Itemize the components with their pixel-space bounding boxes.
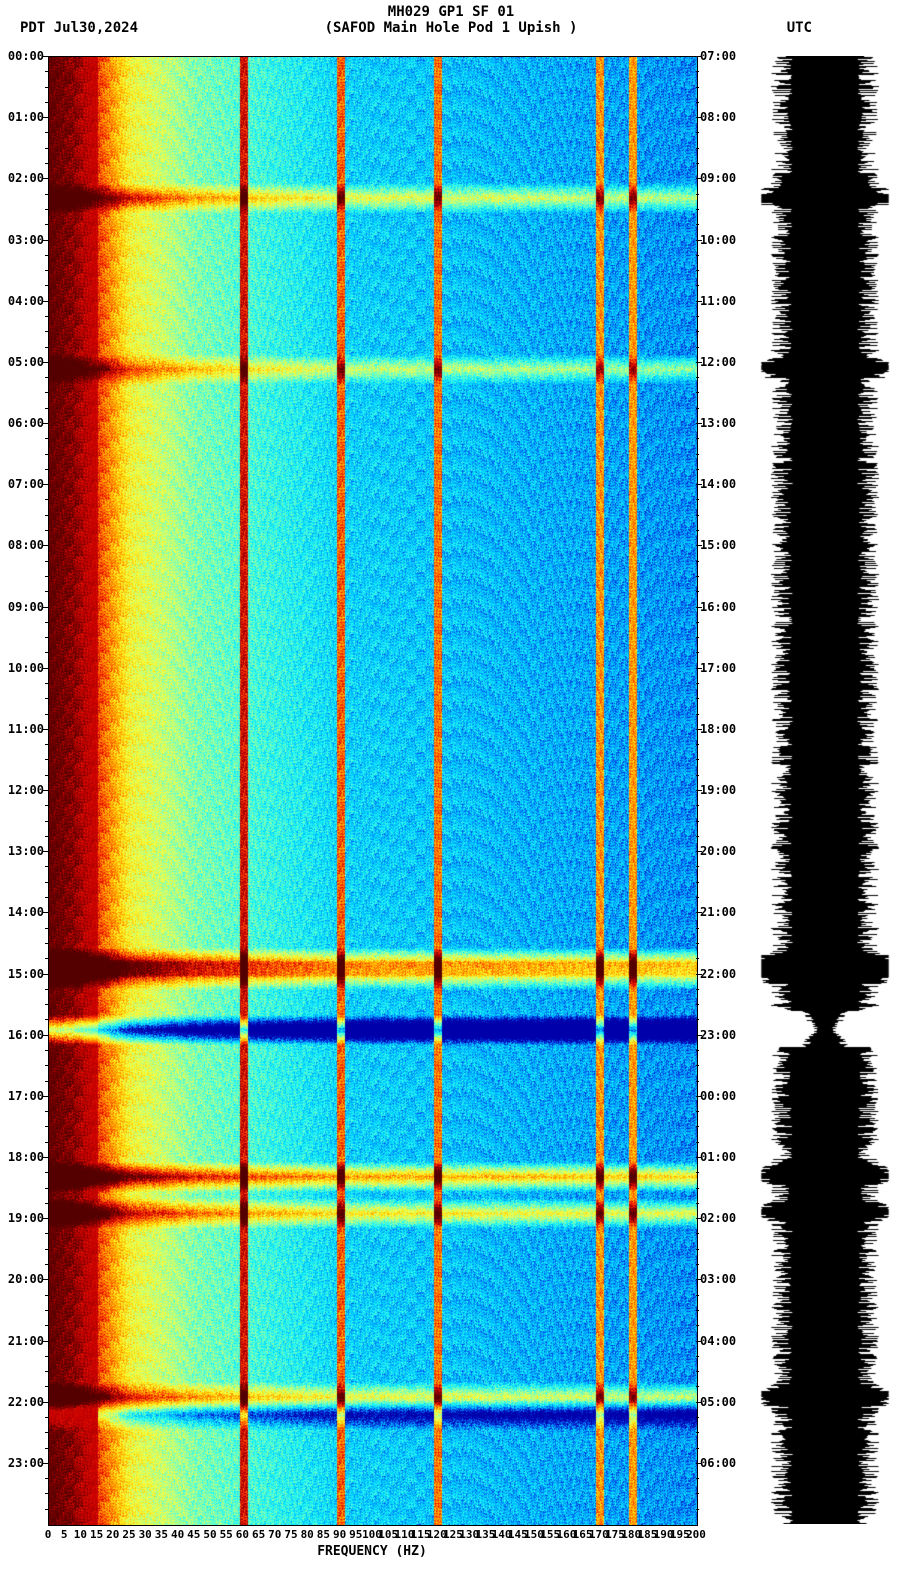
y-left-tick-label: 05:00: [8, 355, 44, 369]
y-left-tick-label: 20:00: [8, 1272, 44, 1286]
y-right-tick-label: 05:00: [700, 1395, 736, 1409]
y-left-tick-label: 19:00: [8, 1211, 44, 1225]
y-right-tick-label: 22:00: [700, 967, 736, 981]
y-left-tick-label: 03:00: [8, 233, 44, 247]
x-tick-label: 5: [61, 1528, 68, 1541]
x-tick-label: 200: [686, 1528, 706, 1541]
y-right-tick-label: 19:00: [700, 783, 736, 797]
x-tick-label: 25: [122, 1528, 135, 1541]
y-right-tick-label: 04:00: [700, 1334, 736, 1348]
x-tick-label: 30: [139, 1528, 152, 1541]
x-tick-label: 50: [203, 1528, 216, 1541]
y-right-tick-label: 00:00: [700, 1089, 736, 1103]
x-tick-label: 45: [187, 1528, 200, 1541]
y-right-tick-label: 18:00: [700, 722, 736, 736]
y-right-tick-label: 12:00: [700, 355, 736, 369]
y-left-tick-label: 16:00: [8, 1028, 44, 1042]
y-right-tick-label: 16:00: [700, 600, 736, 614]
spectrogram-canvas: [49, 57, 697, 1525]
y-right-tick-label: 13:00: [700, 416, 736, 430]
y-left-tick-label: 15:00: [8, 967, 44, 981]
y-left-tick-label: 07:00: [8, 477, 44, 491]
y-left-tick-label: 04:00: [8, 294, 44, 308]
y-right-tick-label: 14:00: [700, 477, 736, 491]
x-tick-label: 90: [333, 1528, 346, 1541]
y-right-tick-label: 17:00: [700, 661, 736, 675]
y-right-tick-label: 20:00: [700, 844, 736, 858]
y-left-tick-label: 23:00: [8, 1456, 44, 1470]
x-tick-label: 55: [220, 1528, 233, 1541]
x-tick-label: 20: [106, 1528, 119, 1541]
x-tick-label: 15: [90, 1528, 103, 1541]
waveform-panel: [760, 56, 890, 1524]
y-left-tick-label: 09:00: [8, 600, 44, 614]
y-right-tick-label: 15:00: [700, 538, 736, 552]
y-right-tick-label: 02:00: [700, 1211, 736, 1225]
y-left-tick-label: 18:00: [8, 1150, 44, 1164]
y-right-tick-label: 10:00: [700, 233, 736, 247]
x-axis-title: FREQUENCY (HZ): [0, 1544, 744, 1559]
title-line1: MH029 GP1 SF 01: [0, 4, 902, 20]
y-right-tick-label: 11:00: [700, 294, 736, 308]
waveform-canvas: [760, 56, 890, 1524]
y-left-tick-label: 01:00: [8, 110, 44, 124]
x-tick-label: 85: [317, 1528, 330, 1541]
y-left-tick-label: 02:00: [8, 171, 44, 185]
x-tick-label: 60: [236, 1528, 249, 1541]
y-left-tick-label: 17:00: [8, 1089, 44, 1103]
y-left-tick-label: 14:00: [8, 905, 44, 919]
y-left-tick-label: 08:00: [8, 538, 44, 552]
x-tick-label: 0: [45, 1528, 52, 1541]
y-left-tick-label: 11:00: [8, 722, 44, 736]
y-left-tick-label: 21:00: [8, 1334, 44, 1348]
y-left-tick-label: 06:00: [8, 416, 44, 430]
y-right-tick-label: 09:00: [700, 171, 736, 185]
y-right-tick-label: 06:00: [700, 1456, 736, 1470]
x-tick-label: 40: [171, 1528, 184, 1541]
y-left-tick-label: 00:00: [8, 49, 44, 63]
x-tick-label: 10: [74, 1528, 87, 1541]
x-tick-label: 65: [252, 1528, 265, 1541]
x-tick-label: 70: [268, 1528, 281, 1541]
y-right-tick-label: 21:00: [700, 905, 736, 919]
y-left-tick-label: 22:00: [8, 1395, 44, 1409]
y-right-tick-label: 07:00: [700, 49, 736, 63]
y-left-tick-label: 13:00: [8, 844, 44, 858]
y-right-tick-label: 23:00: [700, 1028, 736, 1042]
x-tick-label: 80: [301, 1528, 314, 1541]
y-right-tick-label: 08:00: [700, 110, 736, 124]
header-left-label: PDT Jul30,2024: [20, 20, 138, 36]
y-right-tick-label: 03:00: [700, 1272, 736, 1286]
x-tick-label: 75: [284, 1528, 297, 1541]
y-left-tick-label: 10:00: [8, 661, 44, 675]
header-right-label: UTC: [787, 20, 812, 36]
x-tick-label: 95: [349, 1528, 362, 1541]
y-right-tick-label: 01:00: [700, 1150, 736, 1164]
spectrogram-panel: [48, 56, 698, 1526]
y-left-tick-label: 12:00: [8, 783, 44, 797]
x-tick-label: 35: [155, 1528, 168, 1541]
